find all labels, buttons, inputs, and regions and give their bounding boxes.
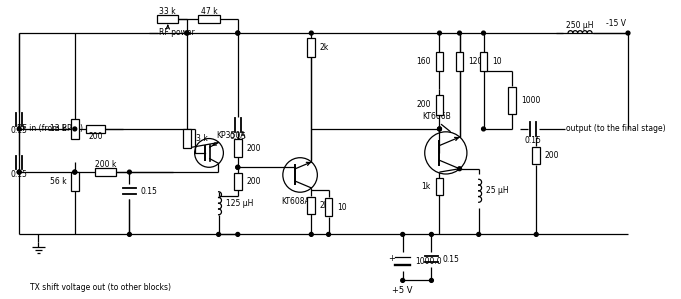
- Text: RF power: RF power: [159, 28, 195, 36]
- Circle shape: [438, 127, 441, 131]
- Bar: [183, 129, 191, 148]
- Circle shape: [217, 233, 221, 236]
- Circle shape: [236, 31, 240, 35]
- Circle shape: [73, 170, 77, 174]
- Circle shape: [283, 158, 317, 192]
- Bar: [436, 178, 443, 195]
- Circle shape: [236, 233, 240, 236]
- Text: 2k: 2k: [320, 201, 329, 210]
- Circle shape: [17, 170, 21, 174]
- Text: 0.15: 0.15: [141, 187, 158, 196]
- Text: 200: 200: [545, 151, 559, 160]
- Text: 25 μH: 25 μH: [486, 186, 509, 195]
- Bar: [71, 119, 78, 138]
- Text: KT606B: KT606B: [422, 112, 451, 121]
- Bar: [325, 199, 332, 216]
- Text: 0.15: 0.15: [443, 255, 460, 264]
- Text: TX shift voltage out (to other blocks): TX shift voltage out (to other blocks): [30, 283, 171, 292]
- Text: RF in (from BPFs): RF in (from BPFs): [17, 124, 83, 133]
- Text: 200: 200: [247, 177, 261, 186]
- Circle shape: [400, 278, 405, 282]
- Bar: [533, 147, 540, 164]
- Circle shape: [626, 31, 630, 35]
- Text: 1k: 1k: [422, 182, 431, 191]
- Circle shape: [17, 170, 21, 174]
- Circle shape: [185, 31, 189, 35]
- Circle shape: [458, 167, 462, 171]
- Circle shape: [400, 233, 405, 236]
- Text: 125 μH: 125 μH: [226, 199, 253, 208]
- Circle shape: [481, 127, 486, 131]
- Bar: [95, 168, 116, 176]
- Text: 0.15: 0.15: [11, 170, 28, 179]
- Bar: [509, 87, 516, 114]
- Bar: [436, 52, 443, 71]
- Circle shape: [425, 132, 467, 174]
- Text: output (to the final stage): output (to the final stage): [566, 124, 665, 133]
- Bar: [157, 15, 178, 22]
- Text: 10: 10: [337, 203, 347, 212]
- Text: -15 V: -15 V: [606, 19, 626, 28]
- Text: 200: 200: [247, 144, 261, 152]
- Circle shape: [430, 233, 433, 236]
- Text: +5 V: +5 V: [392, 286, 413, 295]
- Text: 47 k: 47 k: [201, 7, 217, 16]
- Text: 120: 120: [468, 57, 483, 66]
- Circle shape: [127, 170, 131, 174]
- Bar: [234, 140, 242, 157]
- Bar: [436, 95, 443, 115]
- Circle shape: [236, 165, 240, 169]
- Circle shape: [309, 233, 313, 236]
- Bar: [234, 173, 242, 190]
- Circle shape: [185, 31, 189, 35]
- Text: 13 k: 13 k: [50, 124, 66, 133]
- Circle shape: [17, 127, 21, 131]
- Text: 33 k: 33 k: [159, 7, 176, 16]
- Circle shape: [309, 31, 313, 35]
- Text: KP350A: KP350A: [217, 131, 246, 140]
- Circle shape: [73, 170, 77, 174]
- Text: 250 μH: 250 μH: [567, 21, 594, 30]
- Text: 2k: 2k: [320, 43, 329, 52]
- Circle shape: [195, 138, 223, 167]
- Circle shape: [438, 31, 441, 35]
- Text: 200 k: 200 k: [95, 160, 116, 169]
- Circle shape: [481, 31, 486, 35]
- Circle shape: [430, 278, 433, 282]
- Circle shape: [73, 127, 77, 131]
- Bar: [308, 196, 315, 214]
- Text: 56 k: 56 k: [50, 177, 66, 186]
- Bar: [456, 52, 463, 71]
- Circle shape: [236, 31, 240, 35]
- Text: 0.15: 0.15: [229, 132, 247, 141]
- Bar: [86, 125, 106, 133]
- Circle shape: [535, 233, 538, 236]
- Bar: [479, 52, 488, 71]
- Text: 3 k: 3 k: [195, 134, 207, 143]
- Text: +: +: [387, 254, 394, 263]
- Text: 160: 160: [416, 57, 431, 66]
- Text: 0.15: 0.15: [11, 126, 28, 135]
- Text: KT608A: KT608A: [281, 197, 310, 206]
- Text: 200: 200: [89, 132, 103, 141]
- Text: 1000: 1000: [521, 96, 540, 105]
- Bar: [71, 172, 78, 191]
- Circle shape: [438, 127, 441, 131]
- Circle shape: [458, 31, 462, 35]
- Text: 200: 200: [416, 100, 431, 109]
- Circle shape: [327, 233, 330, 236]
- Text: 1000.0: 1000.0: [415, 257, 442, 266]
- Bar: [198, 15, 219, 22]
- Circle shape: [477, 233, 481, 236]
- Circle shape: [127, 233, 131, 236]
- Text: 0.15: 0.15: [525, 136, 542, 145]
- Circle shape: [236, 165, 240, 169]
- Text: 10: 10: [492, 57, 502, 66]
- Bar: [308, 38, 315, 57]
